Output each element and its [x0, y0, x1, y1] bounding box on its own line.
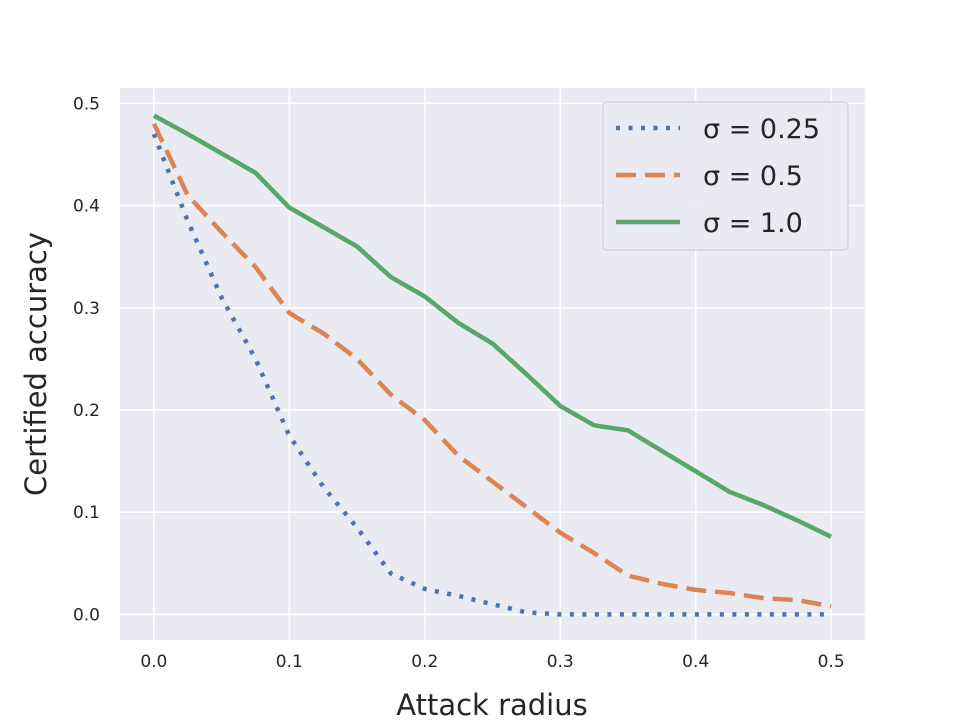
legend-label: σ = 1.0	[703, 208, 803, 239]
y-tick-label: 0.4	[73, 197, 100, 217]
x-tick-label: 0.0	[140, 652, 167, 672]
y-tick-label: 0.1	[73, 503, 100, 523]
series-line-1	[151, 122, 832, 609]
series-line-0	[151, 133, 832, 617]
series-lines	[151, 113, 833, 617]
x-axis-label: Attack radius	[396, 688, 587, 720]
x-tick-label: 0.4	[682, 652, 709, 672]
y-ticks: 0.0 0.1 0.2 0.3 0.4 0.5	[73, 94, 100, 625]
legend: σ = 0.25 σ = 0.5 σ = 1.0	[602, 101, 849, 251]
legend-label: σ = 0.25	[703, 114, 820, 145]
y-tick-label: 0.0	[73, 605, 100, 625]
x-tick-label: 0.5	[818, 652, 845, 672]
y-tick-label: 0.3	[73, 299, 100, 319]
x-ticks: 0.0 0.1 0.2 0.3 0.4 0.5	[140, 652, 844, 672]
x-tick-label: 0.2	[411, 652, 438, 672]
y-tick-label: 0.5	[73, 94, 100, 114]
y-tick-label: 0.2	[73, 401, 100, 421]
y-axis-label: Certified accuracy	[19, 232, 53, 496]
series-line-2	[152, 113, 833, 539]
x-tick-label: 0.3	[547, 652, 574, 672]
legend-label: σ = 0.5	[703, 161, 803, 192]
x-tick-label: 0.1	[276, 652, 303, 672]
